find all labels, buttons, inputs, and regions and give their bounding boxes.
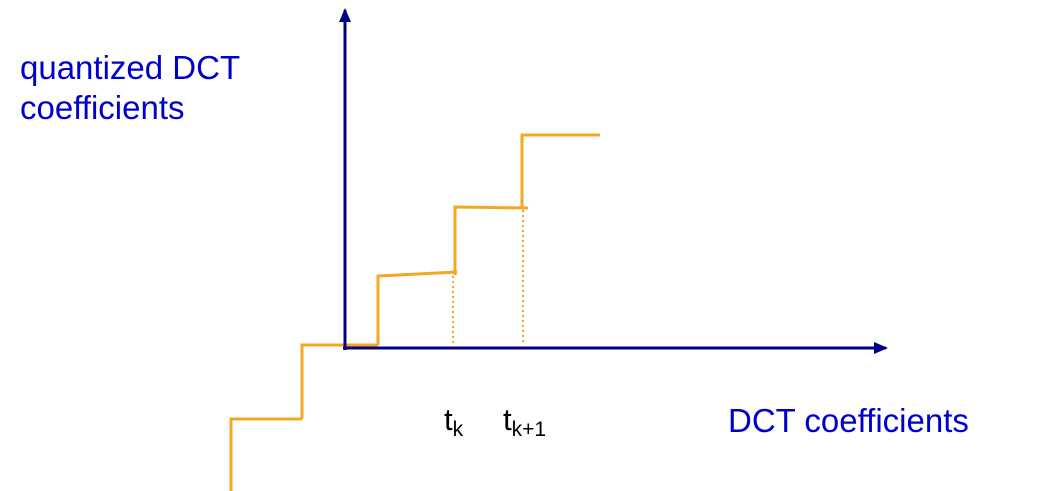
y-axis-label-line2: coefficients: [20, 89, 185, 126]
x-axis-label: DCT coefficients: [728, 402, 969, 439]
staircase-function: [229, 133, 600, 491]
staircase-step-2: [453, 205, 529, 275]
tick-tk1-base: t: [503, 402, 512, 437]
tick-label-tk: tk: [444, 402, 464, 441]
y-axis-label-line1: quantized DCT: [20, 49, 241, 86]
tick-label-tk1: tk+1: [503, 402, 547, 441]
y-axis-label: quantized DCT coefficients: [20, 48, 240, 128]
staircase-step-1: [376, 270, 458, 345]
tick-tk1-subscript: k+1: [511, 418, 547, 441]
threshold-guides: [452, 210, 524, 345]
tick-tk-base: t: [444, 402, 453, 437]
staircase-step-negative-1: [300, 343, 378, 419]
staircase-step-3: [520, 133, 600, 208]
staircase-step-negative-2: [229, 417, 302, 491]
tick-tk-subscript: k: [452, 418, 464, 441]
